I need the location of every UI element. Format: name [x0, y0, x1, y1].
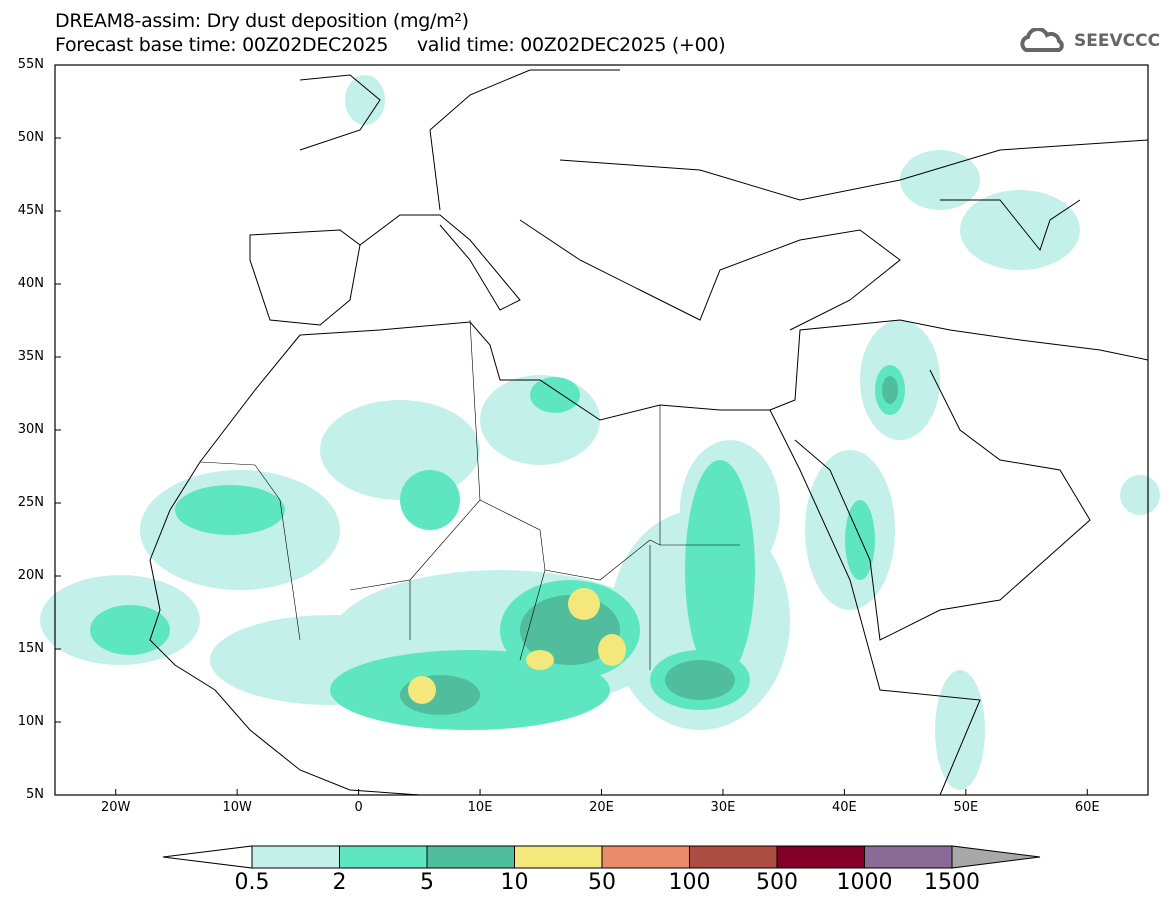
lat-label: 45N	[17, 203, 44, 218]
colorbar-under-arrow	[162, 845, 253, 869]
colorbar-label: 2	[332, 870, 347, 895]
colorbar-over-arrow	[951, 845, 1041, 869]
colorbar-label: 1500	[924, 870, 980, 895]
lat-label: 20N	[17, 568, 44, 583]
lon-label: 20W	[101, 800, 131, 815]
lat-label: 10N	[17, 714, 44, 729]
colorbar-label: 50	[588, 870, 616, 895]
colorbar	[162, 845, 1041, 869]
colorbar-swatch	[776, 845, 865, 869]
lat-label: 35N	[17, 349, 44, 364]
lon-label: 10E	[467, 800, 493, 815]
colorbar-swatch	[514, 845, 603, 869]
colorbar-label: 500	[756, 870, 798, 895]
logo-text: SEEVCCC	[1074, 31, 1161, 51]
colorbar-swatch	[601, 845, 690, 869]
lon-label: 40E	[831, 800, 857, 815]
lon-label: 20E	[589, 800, 614, 815]
lat-label: 15N	[17, 641, 44, 656]
lat-label: 30N	[17, 422, 44, 437]
colorbar-swatch	[689, 845, 778, 869]
lat-label: 55N	[17, 57, 44, 72]
colorbar-swatch	[251, 845, 340, 869]
colorbar-label: 1000	[836, 870, 893, 895]
colorbar-label: 100	[668, 870, 711, 895]
lat-label: 50N	[17, 130, 44, 145]
colorbar-swatch	[864, 845, 953, 869]
colorbar-label: 5	[420, 870, 434, 895]
coastlines	[149, 69, 1149, 796]
cloud-icon	[1020, 28, 1064, 52]
map-title: DREAM8-assim: Dry dust deposition (mg/m²…	[55, 10, 469, 32]
lon-label: 10W	[222, 800, 252, 815]
lon-label: 0	[354, 800, 363, 815]
seevccc-logo: SEEVCCC	[1018, 28, 1160, 54]
lat-label: 40N	[17, 276, 44, 291]
lon-label: 60E	[1074, 800, 1100, 815]
lat-label: 5N	[26, 787, 44, 802]
colorbar-swatch	[339, 845, 428, 869]
lat-label: 25N	[17, 495, 44, 510]
colorbar-swatch	[426, 845, 515, 869]
level-10	[408, 588, 626, 704]
borders	[199, 319, 740, 670]
lon-label: 30E	[710, 800, 736, 815]
colorbar-label: 10	[500, 870, 529, 895]
colorbar-label: 0.5	[234, 870, 270, 895]
lon-label: 50E	[953, 800, 979, 815]
map-subtitle: Forecast base time: 00Z02DEC2025 valid t…	[55, 34, 726, 56]
dust-deposition-field	[40, 75, 1160, 790]
